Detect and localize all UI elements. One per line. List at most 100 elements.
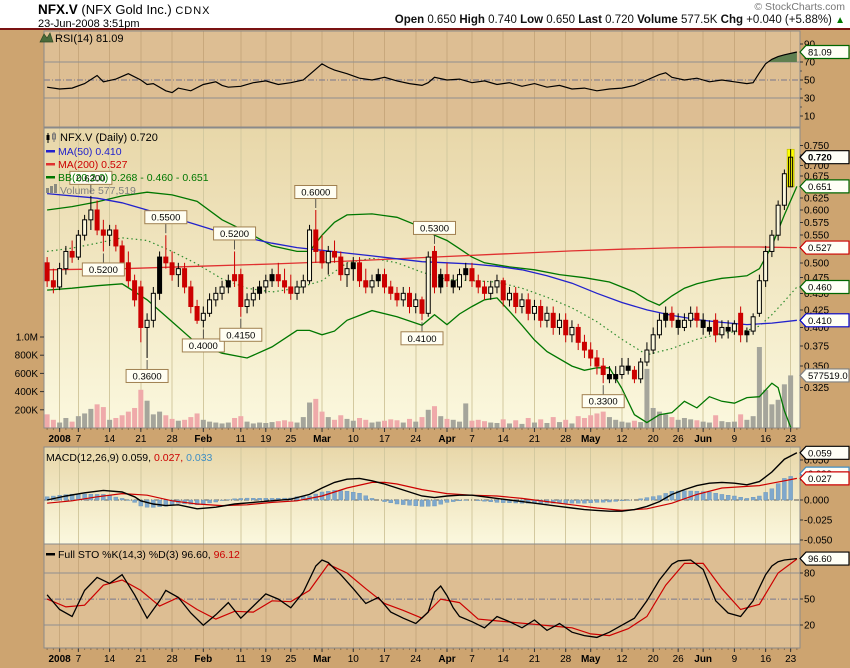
svg-text:1.0M: 1.0M	[16, 333, 38, 344]
svg-text:0.5200: 0.5200	[89, 265, 118, 276]
exchange-name: CDNX	[175, 5, 211, 17]
svg-text:NFX.V (Daily) 0.720: NFX.V (Daily) 0.720	[60, 132, 158, 144]
svg-text:9: 9	[732, 434, 738, 445]
low-value: 0.650	[546, 14, 576, 26]
svg-text:Volume 577,519: Volume 577,519	[60, 185, 136, 197]
svg-text:30: 30	[804, 94, 816, 105]
svg-text:28: 28	[167, 434, 179, 445]
svg-text:20: 20	[804, 621, 816, 632]
svg-text:80: 80	[804, 569, 816, 580]
svg-text:50: 50	[804, 595, 816, 606]
svg-text:0.375: 0.375	[804, 342, 829, 353]
svg-text:0.425: 0.425	[804, 305, 829, 316]
svg-text:0.675: 0.675	[804, 171, 829, 182]
svg-text:0.350: 0.350	[804, 362, 829, 373]
volume-label: Volume	[637, 14, 678, 26]
svg-text:11: 11	[236, 654, 247, 665]
chart-datetime: 23-Jun-2008 3:51pm	[38, 18, 140, 30]
svg-text:0.4000: 0.4000	[189, 341, 218, 352]
svg-text:10: 10	[804, 112, 816, 123]
svg-text:Mar: Mar	[313, 654, 331, 665]
svg-text:MACD(12,26,9) 0.059, 0.027, 0.: MACD(12,26,9) 0.059, 0.027, 0.033	[46, 452, 213, 464]
svg-text:0.527: 0.527	[808, 243, 832, 254]
svg-text:23: 23	[785, 434, 797, 445]
svg-text:9: 9	[732, 654, 738, 665]
title-block: NFX.V (NFX Gold Inc.) CDNX 23-Jun-2008 3…	[38, 2, 210, 30]
svg-text:81.09: 81.09	[808, 48, 832, 59]
svg-text:May: May	[581, 434, 601, 445]
svg-text:0.5200: 0.5200	[220, 229, 249, 240]
svg-text:-0.050: -0.050	[804, 536, 833, 547]
svg-text:0.6000: 0.6000	[301, 187, 330, 198]
svg-text:0.625: 0.625	[804, 194, 829, 205]
svg-text:7: 7	[76, 654, 82, 665]
rsi-legend: RSI(14) 81.09	[39, 32, 123, 45]
svg-text:20: 20	[648, 434, 660, 445]
svg-text:11: 11	[236, 434, 247, 445]
svg-text:14: 14	[104, 654, 116, 665]
svg-text:400K: 400K	[15, 387, 39, 398]
svg-text:17: 17	[379, 434, 391, 445]
svg-text:0.3600: 0.3600	[133, 371, 162, 382]
svg-text:17: 17	[379, 654, 391, 665]
svg-text:0.600: 0.600	[804, 205, 829, 216]
svg-text:Feb: Feb	[194, 434, 212, 445]
svg-text:Mar: Mar	[313, 434, 331, 445]
svg-text:24: 24	[410, 654, 422, 665]
quote-block: © StockCharts.com Open 0.650 High 0.740 …	[395, 1, 845, 26]
company-name: (NFX Gold Inc.)	[81, 2, 172, 17]
volume-bars	[44, 347, 794, 428]
svg-text:0.000: 0.000	[804, 496, 829, 507]
svg-text:2008: 2008	[48, 434, 71, 445]
price-panel: 0.6300 0.5200 0.3600 0.5500 0.4000 0.5200 0.41…	[15, 127, 850, 429]
svg-text:70: 70	[804, 58, 816, 69]
svg-text:14: 14	[498, 434, 510, 445]
svg-text:14: 14	[498, 654, 510, 665]
svg-text:800K: 800K	[15, 351, 39, 362]
svg-text:7: 7	[76, 434, 82, 445]
svg-text:0.4100: 0.4100	[407, 334, 436, 345]
svg-text:19: 19	[260, 654, 272, 665]
svg-text:0.651: 0.651	[808, 182, 832, 193]
svg-text:0.059: 0.059	[808, 448, 832, 459]
svg-text:-0.025: -0.025	[804, 516, 833, 527]
svg-text:0.575: 0.575	[804, 218, 829, 229]
date-axis-bottom: 2008 7 14 21 28 Feb 11 19 25 Mar 10 17 24 Apr 7 14 21 28 M…	[46, 648, 798, 665]
macd-legend: MACD(12,26,9) 0.059, 0.027, 0.033	[46, 452, 213, 464]
svg-text:0.5300: 0.5300	[420, 223, 449, 234]
last-label: Last	[578, 14, 602, 26]
svg-text:21: 21	[135, 654, 147, 665]
high-value: 0.740	[488, 14, 517, 26]
date-axis-top: 2008 7 14 21 28 Feb 11 19 25 Mar 10 17 24 Apr 7 14 21 28 M…	[46, 428, 798, 445]
svg-text:19: 19	[260, 434, 272, 445]
sto-panel: 80 50 20 96.60 Full STO %K(14,3) %D(3) 96.60…	[43, 543, 850, 649]
svg-text:0.500: 0.500	[804, 258, 829, 269]
svg-text:0.4150: 0.4150	[226, 330, 255, 341]
svg-text:96.60: 96.60	[808, 554, 832, 565]
svg-text:MA(50) 0.410: MA(50) 0.410	[58, 146, 122, 158]
svg-text:0.720: 0.720	[808, 153, 832, 164]
svg-text:577519.0: 577519.0	[808, 371, 848, 382]
candlesticks	[44, 148, 795, 384]
chart-header: NFX.V (NFX Gold Inc.) CDNX 23-Jun-2008 3…	[0, 0, 850, 30]
svg-text:Feb: Feb	[194, 654, 212, 665]
svg-text:28: 28	[560, 654, 572, 665]
svg-text:21: 21	[529, 434, 541, 445]
svg-text:16: 16	[760, 434, 772, 445]
up-arrow-icon: ▲	[835, 15, 845, 26]
svg-text:26: 26	[673, 434, 685, 445]
svg-text:0.550: 0.550	[804, 231, 829, 242]
svg-text:0.3300: 0.3300	[589, 397, 618, 408]
svg-text:MA(200) 0.527: MA(200) 0.527	[58, 159, 128, 171]
svg-text:16: 16	[760, 654, 772, 665]
svg-text:25: 25	[285, 654, 297, 665]
svg-text:23: 23	[785, 654, 797, 665]
svg-text:Full STO %K(14,3) %D(3) 96.60,: Full STO %K(14,3) %D(3) 96.60, 96.12	[58, 549, 240, 561]
svg-text:25: 25	[285, 434, 297, 445]
svg-text:21: 21	[135, 434, 147, 445]
volume-value: 577.5K	[681, 14, 718, 26]
